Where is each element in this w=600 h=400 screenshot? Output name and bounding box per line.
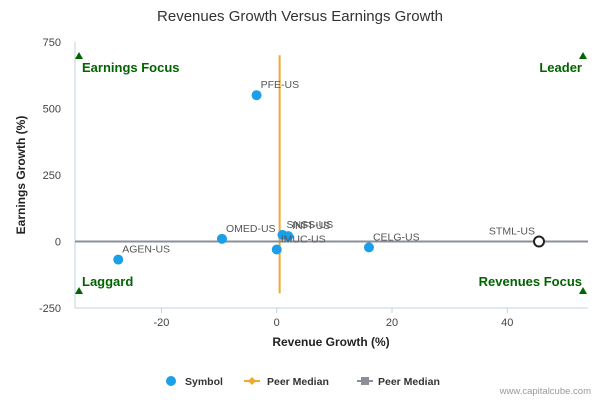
data-point-label: CELG-US: [373, 231, 420, 243]
quadrant-label-bottom-right: Revenues Focus: [479, 274, 582, 289]
data-point: [251, 90, 262, 101]
quadrant-marker-bottom-right: [579, 287, 587, 294]
data-points: [113, 90, 546, 265]
data-point-label: AGEN-US: [122, 244, 170, 256]
chart-title: Revenues Growth Versus Earnings Growth: [157, 8, 443, 25]
legend-item-label: Peer Median: [378, 376, 440, 388]
quadrant-marker-bottom-left: [75, 287, 83, 294]
quadrant-marker-top-left: [75, 52, 83, 59]
legend-peer-median-marker: [248, 377, 256, 385]
axes: -20 0 20 40 -250 0 250 500 750: [39, 37, 588, 329]
x-tick-label: 0: [274, 317, 280, 329]
data-point: [113, 254, 124, 265]
legend: Symbol Peer Median Peer Median: [166, 376, 440, 388]
data-point: [283, 231, 294, 242]
y-tick-label: 250: [43, 170, 61, 182]
footer-credit: www.capitalcube.com: [499, 386, 591, 397]
data-point-label: INFI-US: [292, 220, 330, 232]
x-tick-label: 20: [386, 317, 398, 329]
quadrant-label-bottom-left: Laggard: [82, 274, 133, 289]
quadrant-labels: Earnings Focus Leader Laggard Revenues Focu…: [75, 52, 587, 294]
y-tick-label: 0: [55, 237, 61, 249]
highlighted-data-point: [533, 235, 546, 248]
legend-peer-median-marker: [361, 377, 369, 385]
highlighted-data-point-label: STML-US: [489, 226, 535, 238]
x-axis-title: Revenue Growth (%): [272, 335, 389, 349]
quadrant-label-top-right: Leader: [539, 60, 582, 75]
data-point: [363, 242, 374, 253]
legend-symbol-marker: [166, 376, 176, 386]
quadrant-label-top-left: Earnings Focus: [82, 60, 180, 75]
legend-item-label: Symbol: [185, 376, 223, 388]
y-axis-title: Earnings Growth (%): [14, 116, 28, 235]
data-point-label: PFE-US: [261, 79, 300, 91]
y-tick-label: 750: [43, 37, 61, 49]
legend-item-label: Peer Median: [267, 376, 329, 388]
x-tick-label: 40: [501, 317, 513, 329]
data-point-label: SNSS-US: [287, 219, 334, 231]
data-point: [216, 233, 227, 244]
peer-median-lines: [75, 55, 588, 294]
y-tick-label: 500: [43, 104, 61, 116]
data-point: [271, 244, 282, 255]
y-tick-label: -250: [39, 303, 61, 315]
quadrant-marker-top-right: [579, 52, 587, 59]
data-point-label: OMED-US: [226, 223, 276, 235]
data-point-label: IMUC-US: [281, 233, 326, 245]
x-tick-label: -20: [154, 317, 170, 329]
